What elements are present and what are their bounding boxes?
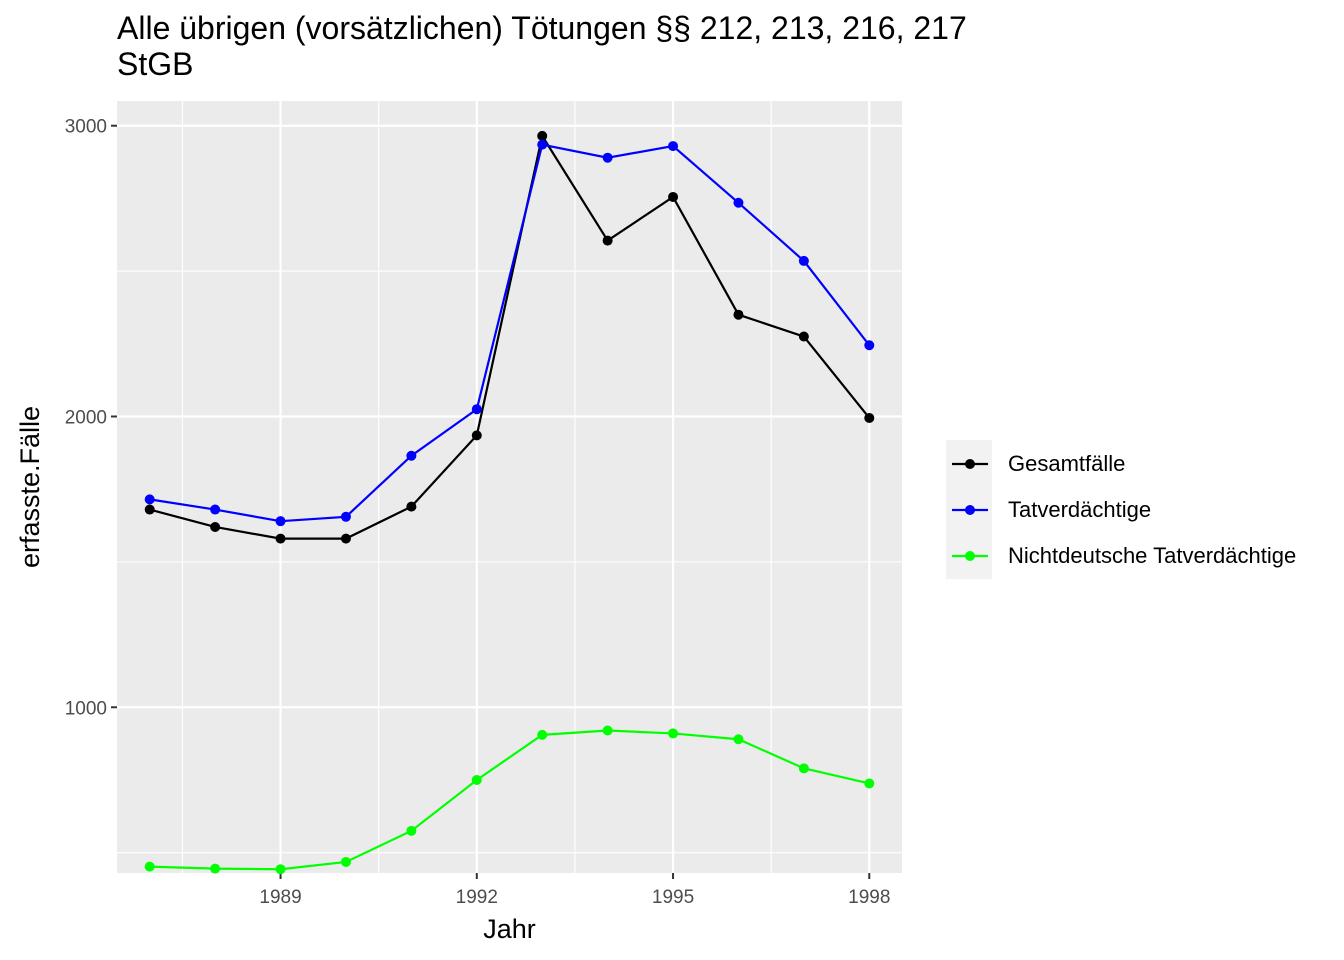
- x-tick-label: 1989: [259, 887, 301, 908]
- data-point: [864, 340, 875, 351]
- data-point: [668, 141, 679, 152]
- data-point: [406, 825, 417, 836]
- data-point: [210, 504, 221, 515]
- data-point: [602, 235, 613, 246]
- legend-label: Tatverdächtige: [1008, 497, 1152, 522]
- series-line-1: [149, 143, 871, 523]
- y-axis-title: erfasste.Fälle: [15, 406, 45, 568]
- data-point: [668, 191, 679, 202]
- data-point: [798, 255, 809, 266]
- data-point: [406, 501, 417, 512]
- data-point: [471, 430, 482, 441]
- data-point: [144, 494, 155, 505]
- data-point: [144, 504, 155, 515]
- data-point: [733, 309, 744, 320]
- legend-key-0: [950, 444, 990, 484]
- x-tick-label: 1992: [456, 887, 498, 908]
- data-point: [602, 152, 613, 163]
- data-point: [537, 139, 548, 150]
- data-point: [471, 404, 482, 415]
- y-tick-label: 2000: [65, 407, 107, 428]
- x-tick-label: 1995: [652, 887, 694, 908]
- data-point: [602, 725, 613, 736]
- data-point: [471, 774, 482, 785]
- legend-key-1: [950, 490, 990, 530]
- data-point: [733, 734, 744, 745]
- x-tick-label: 1998: [848, 887, 890, 908]
- data-point: [340, 856, 351, 867]
- data-point: [798, 331, 809, 342]
- legend-key-2: [950, 536, 990, 576]
- data-point: [340, 533, 351, 544]
- data-point: [275, 864, 286, 875]
- data-point: [340, 511, 351, 522]
- data-point: [210, 863, 221, 874]
- legend-label: Gesamtfälle: [1008, 451, 1126, 476]
- y-tick-label: 3000: [65, 117, 107, 138]
- data-point: [864, 778, 875, 789]
- data-point: [537, 130, 548, 141]
- data-point: [275, 516, 286, 527]
- data-point: [668, 728, 679, 739]
- data-point: [275, 533, 286, 544]
- series-line-2: [149, 729, 870, 871]
- series-line-0: [149, 133, 871, 540]
- chart-title: Alle übrigen (vorsätzlichen) Tötungen §§…: [117, 10, 967, 82]
- data-point: [798, 763, 809, 774]
- x-axis-title: Jahr: [483, 914, 536, 944]
- legend-label: Nichtdeutsche Tatverdächtige: [1008, 543, 1297, 568]
- data-point: [210, 521, 221, 532]
- data-point: [144, 861, 155, 872]
- data-point: [733, 197, 744, 208]
- data-point: [406, 450, 417, 461]
- data-point: [864, 412, 875, 423]
- y-tick-label: 1000: [65, 698, 107, 719]
- data-point: [537, 729, 548, 740]
